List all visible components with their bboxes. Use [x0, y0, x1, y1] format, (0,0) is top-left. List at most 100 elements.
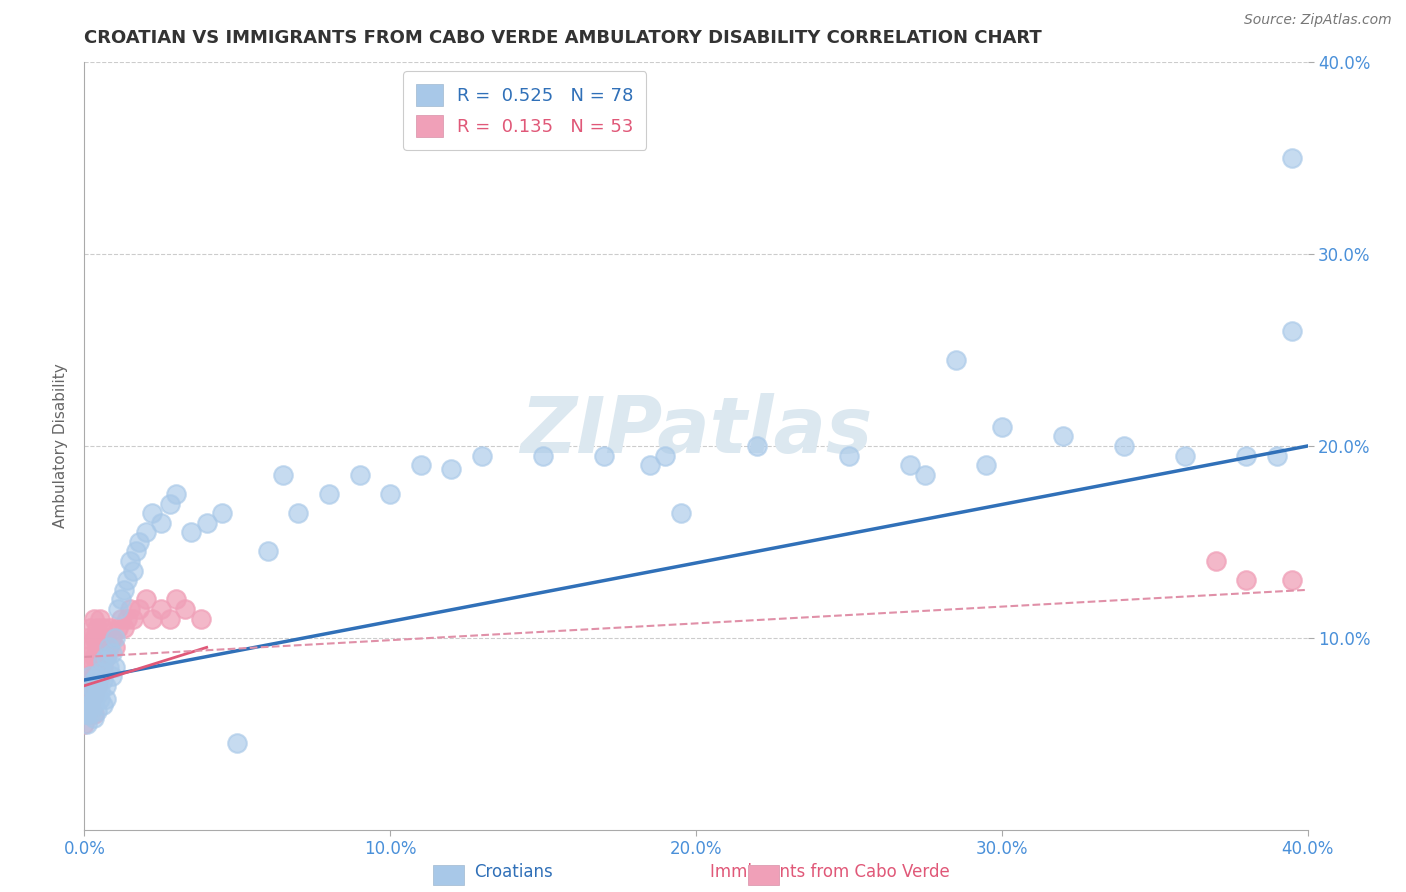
Point	[135, 525, 157, 540]
Point	[97, 640, 120, 655]
Point	[1265, 449, 1288, 463]
Point	[86, 689, 108, 703]
Point	[97, 621, 120, 635]
Point	[89, 669, 111, 683]
Point	[195, 516, 218, 530]
Point	[654, 449, 676, 463]
Point	[107, 602, 129, 616]
Point	[991, 420, 1014, 434]
Point	[79, 640, 101, 655]
Text: CROATIAN VS IMMIGRANTS FROM CABO VERDE AMBULATORY DISABILITY CORRELATION CHART: CROATIAN VS IMMIGRANTS FROM CABO VERDE A…	[84, 29, 1042, 47]
Point	[149, 516, 172, 530]
Point	[86, 621, 108, 635]
Point	[211, 506, 233, 520]
Point	[914, 467, 936, 482]
Point	[83, 631, 105, 645]
Point	[165, 592, 187, 607]
Point	[91, 654, 114, 668]
Point	[76, 649, 98, 664]
Point	[91, 698, 114, 712]
Point	[89, 665, 111, 680]
Point	[1281, 574, 1303, 588]
Point	[94, 649, 117, 664]
Point	[94, 631, 117, 645]
Point	[638, 458, 661, 473]
Point	[86, 659, 108, 673]
Text: ZIPatlas: ZIPatlas	[520, 392, 872, 468]
Point	[86, 640, 108, 655]
Point	[83, 692, 105, 706]
Point	[79, 621, 101, 635]
Point	[1236, 449, 1258, 463]
Point	[79, 669, 101, 683]
Point	[1281, 324, 1303, 338]
Point	[86, 704, 108, 718]
Point	[86, 669, 108, 683]
Point	[115, 612, 138, 626]
Point	[115, 574, 138, 588]
Point	[76, 689, 98, 703]
Point	[76, 679, 98, 693]
Point	[104, 659, 127, 673]
Point	[76, 689, 98, 703]
Point	[76, 669, 98, 683]
Point	[122, 612, 145, 626]
Point	[94, 679, 117, 693]
Point	[120, 554, 142, 568]
Point	[73, 717, 96, 731]
Point	[104, 640, 127, 655]
Point	[669, 506, 692, 520]
Point	[271, 467, 294, 482]
Point	[122, 564, 145, 578]
Point	[83, 673, 105, 687]
Point	[1052, 429, 1074, 443]
Point	[83, 669, 105, 683]
Point	[91, 659, 114, 673]
Point	[159, 496, 181, 510]
Point	[1114, 439, 1136, 453]
Point	[409, 458, 432, 473]
Point	[471, 449, 494, 463]
Point	[89, 684, 111, 698]
Point	[83, 684, 105, 698]
Point	[174, 602, 197, 616]
Point	[79, 707, 101, 722]
Point	[101, 646, 124, 660]
Point	[83, 689, 105, 703]
Point	[91, 673, 114, 687]
Point	[165, 487, 187, 501]
Point	[89, 692, 111, 706]
Point	[107, 621, 129, 635]
Point	[97, 659, 120, 673]
Point	[89, 631, 111, 645]
Point	[128, 535, 150, 549]
Point	[593, 449, 616, 463]
Point	[1236, 574, 1258, 588]
Point	[128, 602, 150, 616]
Text: Source: ZipAtlas.com: Source: ZipAtlas.com	[1244, 13, 1392, 28]
Point	[76, 707, 98, 722]
Point	[531, 449, 554, 463]
Point	[83, 649, 105, 664]
Point	[91, 621, 114, 635]
Point	[110, 612, 132, 626]
Point	[104, 631, 127, 645]
Point	[79, 698, 101, 712]
Point	[86, 679, 108, 693]
Point	[101, 631, 124, 645]
Point	[159, 612, 181, 626]
Point	[79, 679, 101, 693]
Point	[110, 592, 132, 607]
Point	[141, 612, 163, 626]
Point	[838, 449, 860, 463]
Point	[945, 352, 967, 367]
Point	[83, 707, 105, 722]
Text: Immigrants from Cabo Verde: Immigrants from Cabo Verde	[710, 863, 949, 881]
Point	[73, 707, 96, 722]
Point	[125, 544, 148, 558]
Point	[440, 462, 463, 476]
Point	[190, 612, 212, 626]
Legend: R =  0.525   N = 78, R =  0.135   N = 53: R = 0.525 N = 78, R = 0.135 N = 53	[404, 71, 647, 150]
Point	[135, 592, 157, 607]
Point	[76, 698, 98, 712]
